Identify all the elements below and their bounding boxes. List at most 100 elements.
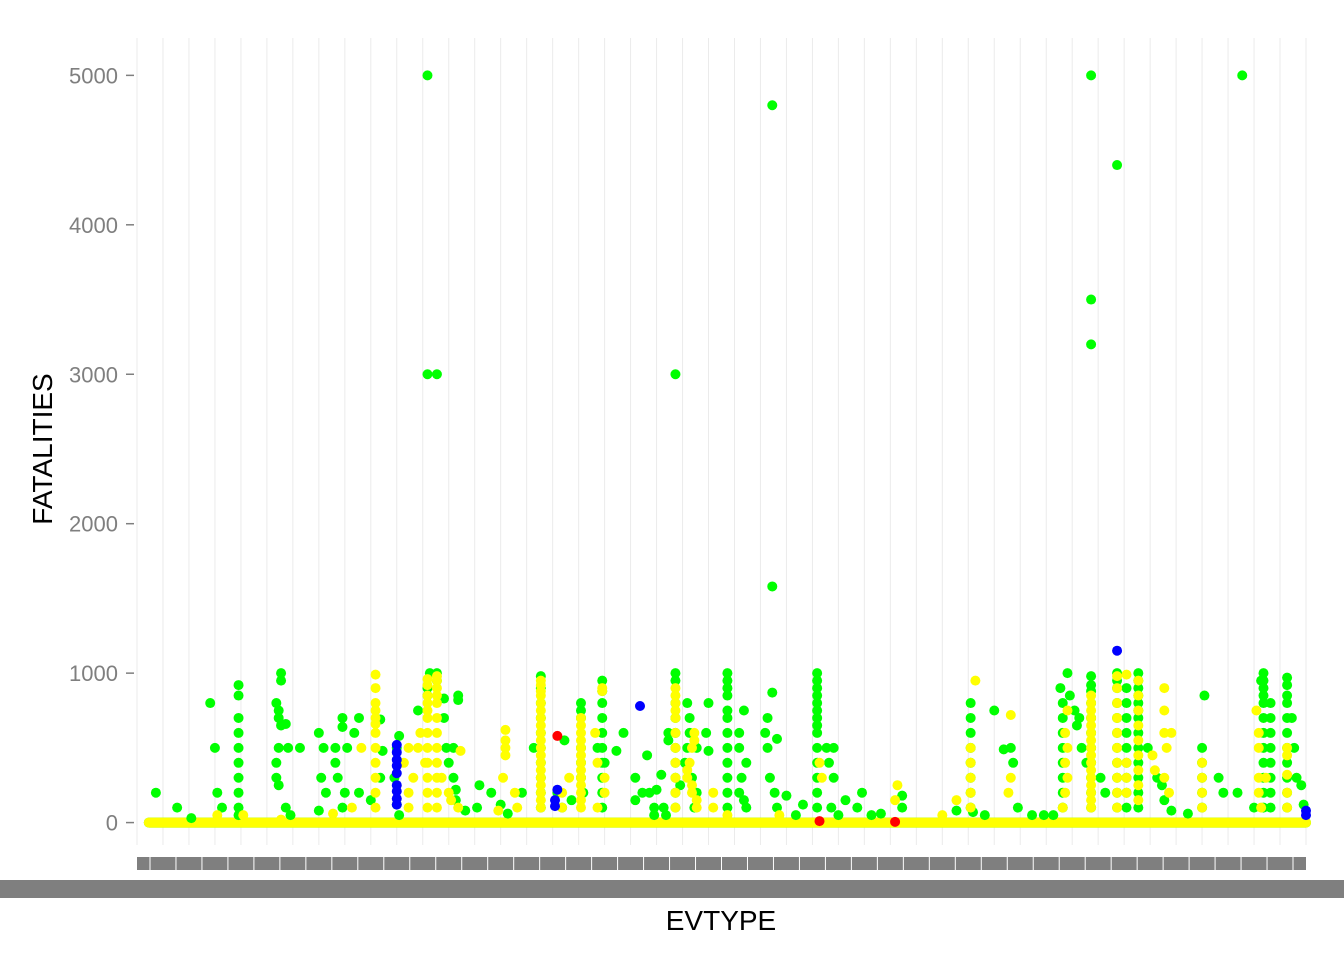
data-point	[486, 787, 497, 798]
data-point	[431, 698, 442, 709]
data-point	[431, 683, 442, 694]
x-axis-title: EVTYPE	[666, 905, 776, 936]
data-point	[422, 698, 433, 709]
data-point	[233, 727, 244, 738]
data-point	[413, 705, 424, 716]
data-point	[892, 780, 903, 791]
data-point	[1086, 787, 1097, 798]
data-point	[339, 787, 350, 798]
data-point	[897, 802, 908, 813]
data-point	[403, 742, 414, 753]
data-point	[1258, 698, 1269, 709]
data-point	[1112, 671, 1123, 682]
data-point	[691, 795, 702, 806]
data-point	[212, 810, 223, 821]
data-point	[233, 742, 244, 753]
data-point	[670, 369, 681, 380]
data-point	[1133, 720, 1144, 731]
data-point	[635, 701, 646, 712]
data-point	[353, 712, 364, 723]
data-point	[722, 802, 733, 813]
series-2	[391, 645, 1311, 821]
data-point	[722, 727, 733, 738]
data-point	[575, 720, 586, 731]
data-point	[280, 718, 291, 729]
data-point	[1265, 698, 1276, 709]
data-point	[821, 742, 832, 753]
data-point	[1062, 668, 1073, 679]
data-point	[535, 720, 546, 731]
data-point	[769, 787, 780, 798]
data-point	[535, 727, 546, 738]
data-point	[675, 780, 686, 791]
data-point	[1142, 742, 1153, 753]
data-point	[1008, 757, 1019, 768]
data-point	[1265, 787, 1276, 798]
data-point	[979, 810, 990, 821]
data-point	[212, 787, 223, 798]
data-point	[205, 698, 216, 709]
data-point	[1133, 690, 1144, 701]
data-point	[1133, 772, 1144, 783]
data-point	[1282, 680, 1293, 691]
data-point	[422, 742, 433, 753]
data-point	[575, 757, 586, 768]
data-point	[1086, 690, 1097, 701]
data-point	[330, 742, 341, 753]
data-point	[436, 772, 447, 783]
data-point	[370, 742, 381, 753]
data-point	[734, 742, 745, 753]
data-point	[670, 802, 681, 813]
data-point	[722, 690, 733, 701]
data-point	[1265, 742, 1276, 753]
data-point	[1086, 795, 1097, 806]
data-point	[1265, 712, 1276, 723]
data-point	[965, 698, 976, 709]
data-point	[762, 742, 773, 753]
data-point	[989, 705, 1000, 716]
data-point	[1166, 805, 1177, 816]
data-point	[1064, 690, 1075, 701]
data-point	[738, 705, 749, 716]
data-point	[233, 772, 244, 783]
data-point	[285, 810, 296, 821]
data-point	[1112, 742, 1123, 753]
data-point	[391, 760, 402, 771]
data-point	[1038, 810, 1049, 821]
data-point	[1112, 160, 1123, 171]
data-point	[741, 802, 752, 813]
data-point	[552, 730, 563, 741]
data-point	[370, 787, 381, 798]
data-point	[951, 805, 962, 816]
data-point	[833, 810, 844, 821]
data-point	[353, 787, 364, 798]
data-point	[391, 747, 402, 758]
data-point	[1005, 709, 1016, 720]
y-tick-label: 2000	[69, 512, 118, 537]
data-point	[1147, 750, 1158, 761]
data-point	[1055, 683, 1066, 694]
data-point	[1282, 787, 1293, 798]
data-point	[1232, 787, 1243, 798]
data-point	[965, 787, 976, 798]
data-point	[663, 735, 674, 746]
data-point	[684, 712, 695, 723]
data-point	[431, 757, 442, 768]
data-point	[273, 705, 284, 716]
data-point	[575, 802, 586, 813]
data-point	[233, 757, 244, 768]
data-point	[233, 680, 244, 691]
data-point	[722, 772, 733, 783]
data-point	[592, 757, 603, 768]
data-point	[828, 742, 839, 753]
data-point	[280, 802, 291, 813]
data-point	[965, 757, 976, 768]
data-point	[1253, 742, 1264, 753]
data-point	[509, 787, 520, 798]
data-point	[431, 369, 442, 380]
data-point	[1121, 772, 1132, 783]
data-point	[370, 698, 381, 709]
data-point	[502, 808, 513, 819]
data-point	[337, 712, 348, 723]
data-point	[535, 765, 546, 776]
